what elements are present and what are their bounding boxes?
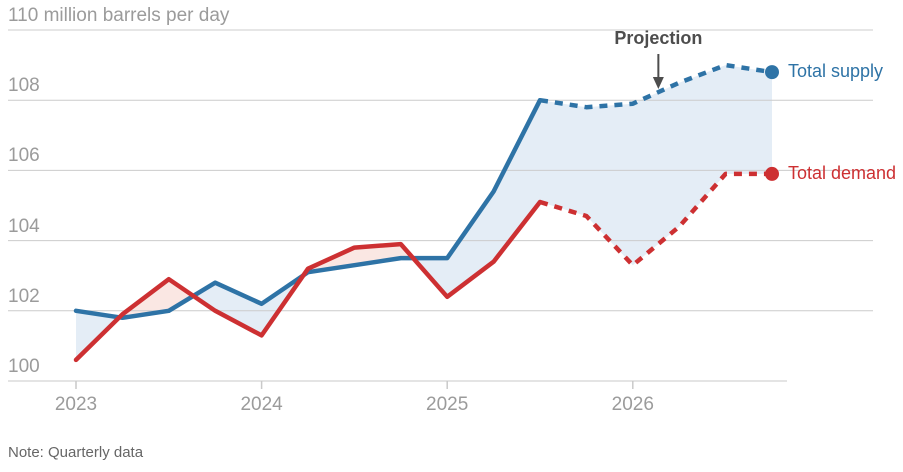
area-demand-above [119,279,194,318]
y-tick-label-104: 104 [8,215,40,237]
x-tick-label-2025: 2025 [426,394,469,415]
area-supply-above [193,275,304,336]
total-demand-line-solid [73,199,543,363]
y-tick-label-100: 100 [8,356,40,377]
legend-total-supply: Total supply [788,61,884,82]
x-tick-label-2026: 2026 [611,394,654,415]
y-tick-label-108: 108 [8,75,40,97]
x-tick-label-2023: 2023 [54,394,98,415]
total-supply-end-dot [765,65,779,80]
x-tick-label-2024: 2024 [240,394,283,415]
total-supply-line-projection [539,62,773,110]
projection-annotation-label: Projection [614,28,703,48]
area-supply-above [413,65,772,297]
y-tick-label-102: 102 [8,285,40,307]
legend-total-demand: Total demand [788,162,897,183]
projection-arrow-head [652,77,664,89]
total-supply-line-solid [73,97,543,321]
chart-note: Note: Quarterly data [8,444,144,461]
y-tick-label-106: 106 [8,145,40,167]
y-axis-top-label: 110 million barrels per day [8,5,230,26]
total-demand-end-dot [765,166,779,181]
